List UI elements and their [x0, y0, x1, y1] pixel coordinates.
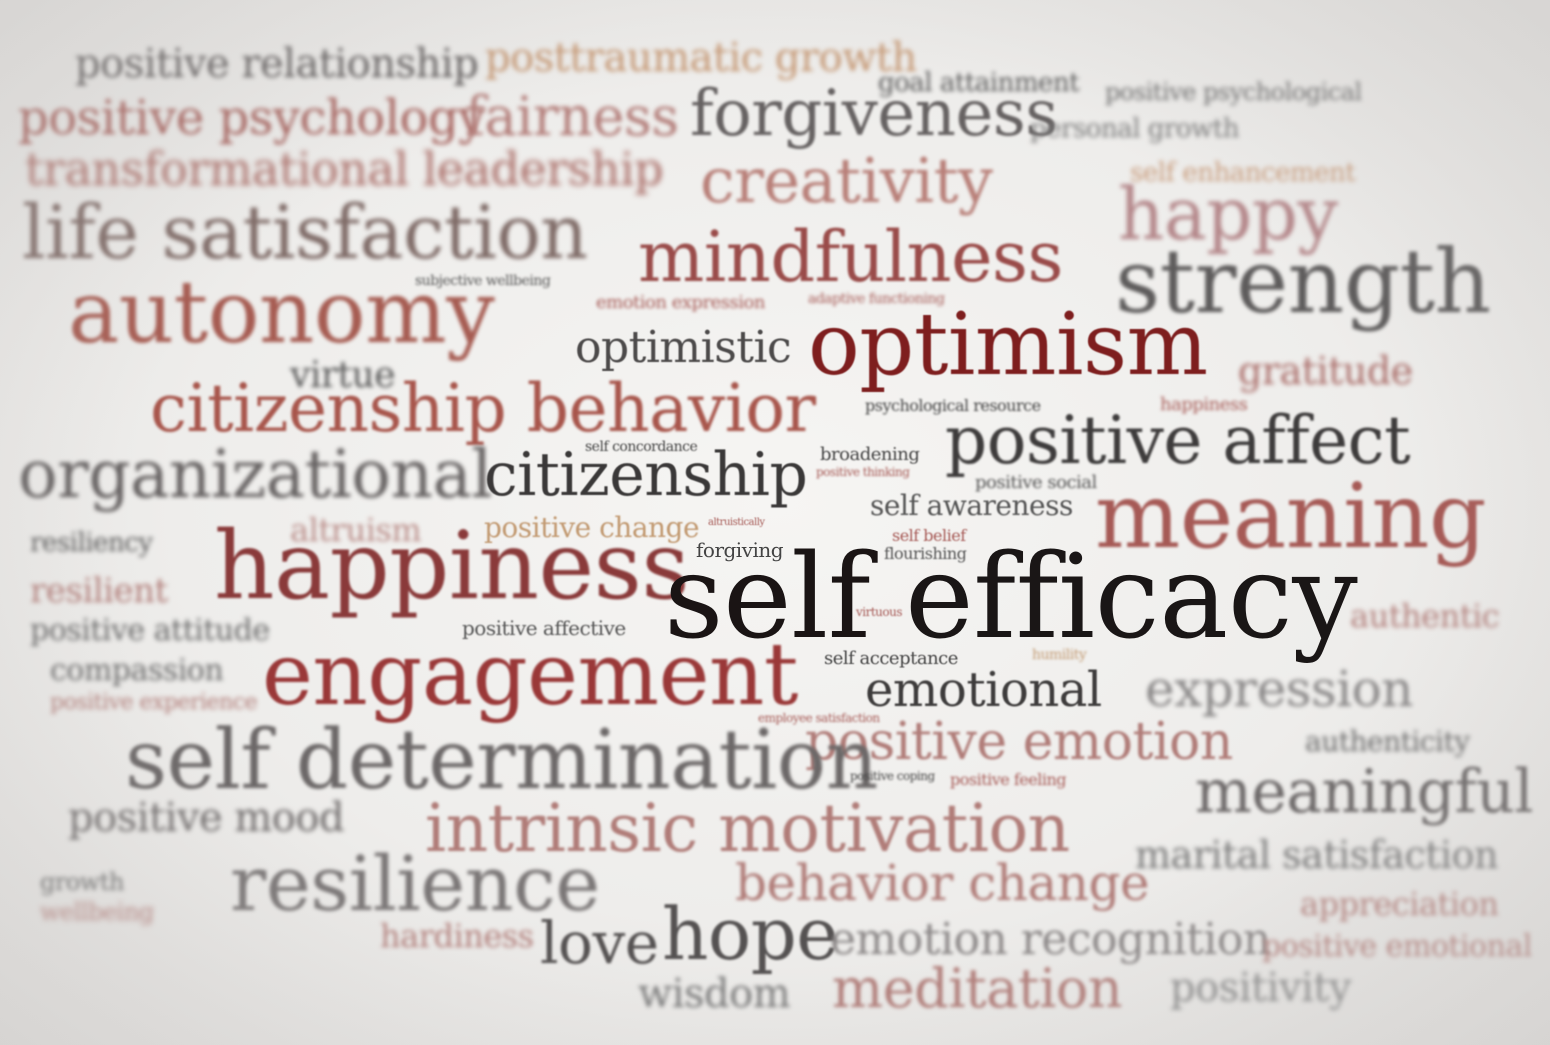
- word-humility: humility: [1032, 647, 1087, 663]
- word-emotion-expression: emotion expression: [596, 292, 765, 313]
- word-love: love: [540, 909, 659, 977]
- word-forgiving: forgiving: [696, 538, 784, 562]
- word-subjective-wellbeing: subjective wellbeing: [415, 273, 551, 289]
- word-citizenship: citizenship: [484, 440, 808, 510]
- word-positive-psychological: positive psychological: [1105, 78, 1362, 106]
- word-hope: hope: [662, 892, 839, 976]
- word-authenticity: authenticity: [1305, 725, 1470, 758]
- word-virtue: virtue: [290, 355, 396, 396]
- word-posttraumatic-growth: posttraumatic growth: [485, 35, 917, 81]
- word-personal-growth: personal growth: [1030, 114, 1239, 144]
- word-optimism: optimism: [808, 295, 1208, 395]
- word-self-enhancement: self enhancement: [1130, 158, 1356, 188]
- word-positivity: positivity: [1170, 965, 1351, 1011]
- word-positive-affective: positive affective: [462, 616, 626, 640]
- word-growth: growth: [40, 868, 124, 896]
- word-transformational-leadership: transformational leadership: [25, 142, 664, 196]
- word-positive-mood: positive mood: [68, 795, 345, 841]
- word-altruism: altruism: [290, 511, 422, 549]
- word-creativity: creativity: [700, 144, 993, 217]
- word-appreciation: appreciation: [1300, 885, 1499, 923]
- word-self-belief: self belief: [892, 526, 966, 545]
- word-engagement: engagement: [262, 625, 798, 725]
- word-virtuous: virtuous: [856, 605, 903, 619]
- word-positive-coping: positive coping: [850, 769, 935, 783]
- word-hardiness: hardiness: [380, 917, 534, 955]
- word-expression: expression: [1145, 660, 1413, 718]
- word-emotion-recognition: emotion recognition: [830, 914, 1271, 965]
- word-optimistic: optimistic: [575, 322, 792, 373]
- word-happy: happy: [1118, 172, 1338, 256]
- word-positive-psychology: positive psychology: [18, 90, 485, 146]
- word-positive-emotional: positive emotional: [1262, 929, 1532, 964]
- word-flourishing: flourishing: [884, 544, 967, 563]
- word-intrinsic-motivation: intrinsic motivation: [425, 790, 1070, 867]
- word-self-awareness: self awareness: [870, 489, 1073, 522]
- word-self-concordance: self concordance: [585, 439, 698, 455]
- word-positive-experience: positive experience: [50, 690, 258, 715]
- word-life-satisfaction: life satisfaction: [22, 190, 588, 276]
- word-wisdom: wisdom: [638, 971, 791, 1017]
- word-meaning: meaning: [1095, 464, 1487, 569]
- word-positive-feeling: positive feeling: [950, 770, 1066, 789]
- word-gratitude: gratitude: [1238, 349, 1413, 393]
- word-goal-attainment: goal attainment: [878, 68, 1080, 98]
- word-organizational: organizational: [18, 436, 492, 513]
- word-positive-affect: positive affect: [945, 402, 1411, 479]
- word-compassion: compassion: [50, 653, 224, 688]
- word-positive-change: positive change: [484, 511, 700, 544]
- word-positive-relationship: positive relationship: [75, 41, 479, 87]
- word-happiness-small: happiness: [1160, 394, 1248, 415]
- word-marital-satisfaction: marital satisfaction: [1135, 833, 1499, 877]
- word-positive-social: positive social: [975, 472, 1097, 493]
- word-autonomy: autonomy: [68, 263, 495, 363]
- word-positive-emotion: positive emotion: [805, 712, 1233, 772]
- word-adaptive-functioning: adaptive functioning: [808, 291, 945, 307]
- word-forgiveness: forgiveness: [690, 77, 1058, 151]
- word-altruistically: altruistically: [708, 517, 765, 528]
- word-meditation: meditation: [832, 957, 1123, 1020]
- word-wellbeing: wellbeing: [40, 898, 154, 926]
- word-positive-thinking: positive thinking: [816, 465, 910, 479]
- word-self-acceptance: self acceptance: [824, 648, 958, 669]
- word-emotional: emotional: [865, 662, 1102, 718]
- word-resilience: resilience: [230, 839, 600, 928]
- word-happiness: happiness: [214, 512, 690, 621]
- word-behavior-change: behavior change: [735, 854, 1150, 912]
- word-strength: strength: [1115, 230, 1491, 333]
- word-psychological-resource: psychological resource: [865, 396, 1041, 415]
- word-positive-attitude: positive attitude: [30, 613, 270, 648]
- word-employee-satisfaction: employee satisfaction: [758, 711, 880, 725]
- word-self-determination: self determination: [125, 713, 878, 808]
- word-meaningful: meaningful: [1195, 757, 1534, 827]
- word-broadening: broadening: [820, 444, 920, 465]
- word-fairness: fairness: [465, 85, 679, 148]
- word-authentic: authentic: [1350, 597, 1500, 635]
- word-resiliency: resiliency: [30, 528, 153, 558]
- word-citizenship-behavior: citizenship behavior: [150, 370, 816, 447]
- word-mindfulness: mindfulness: [638, 216, 1063, 298]
- word-resilient: resilient: [30, 571, 168, 611]
- word-efficacy: efficacy: [905, 530, 1358, 665]
- word-self: self: [664, 530, 871, 665]
